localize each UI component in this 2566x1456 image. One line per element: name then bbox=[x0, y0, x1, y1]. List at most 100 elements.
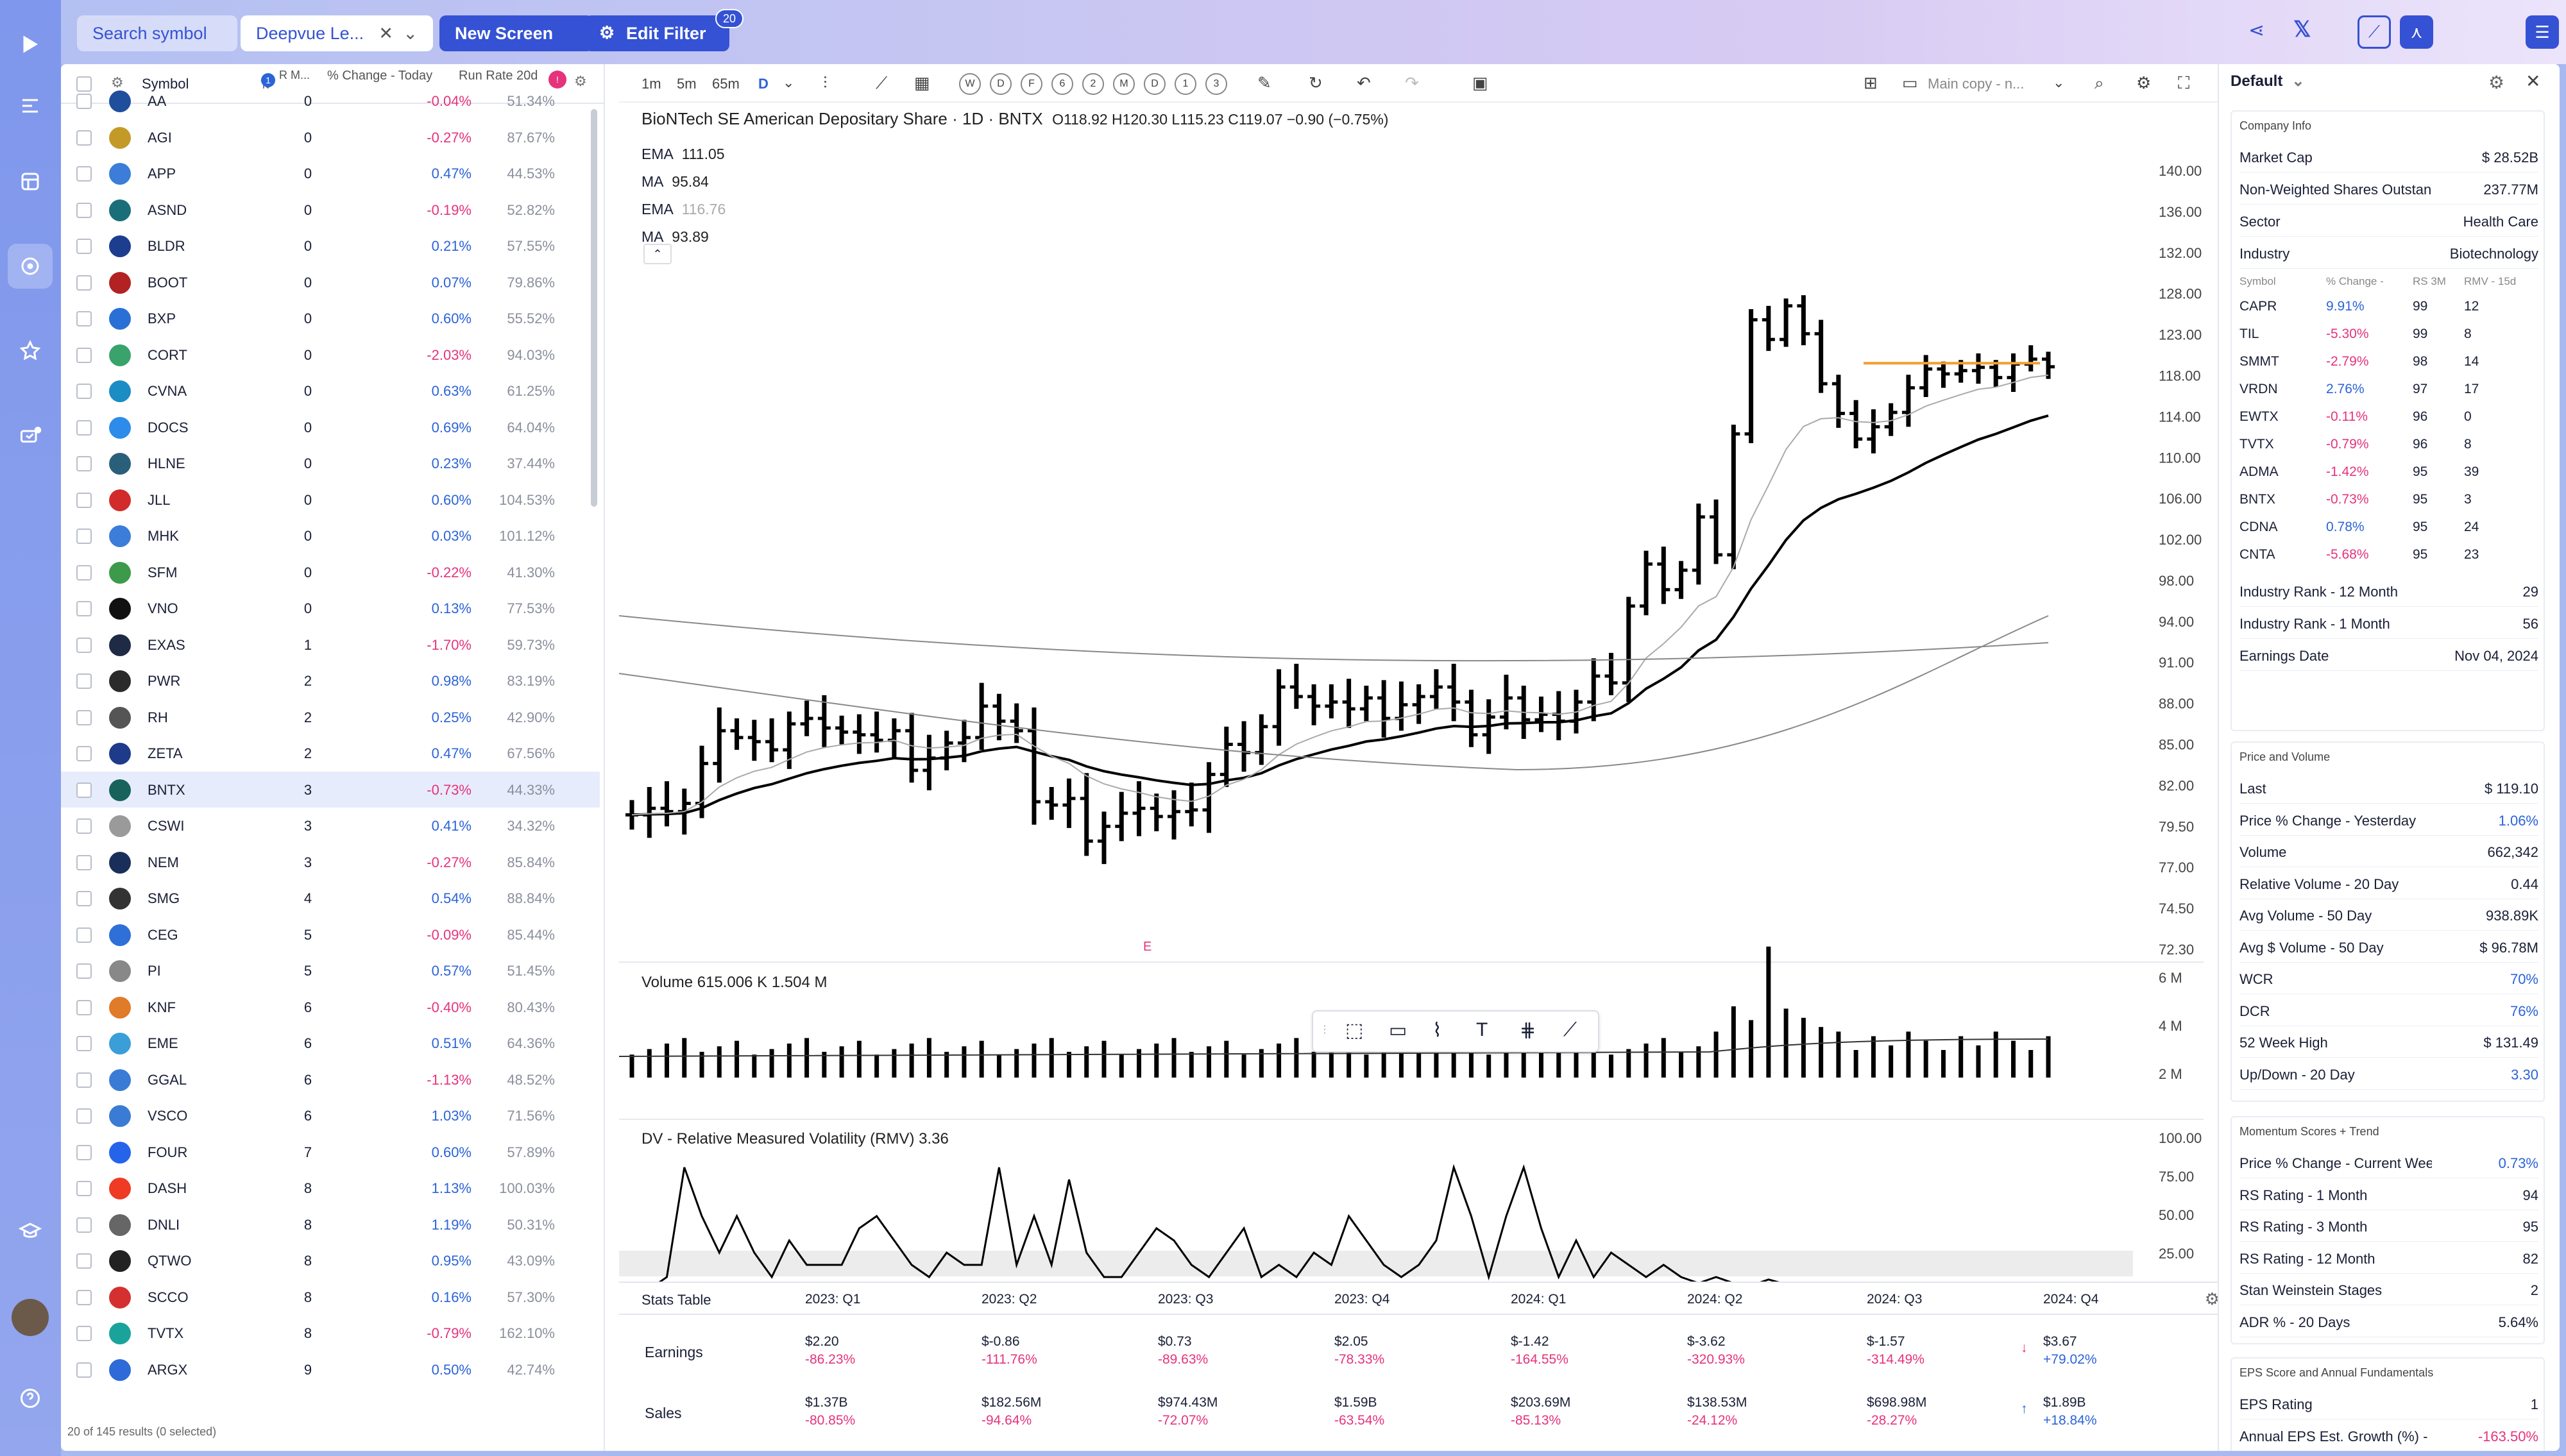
screen-selector[interactable]: Deepvue Le... ✕ ⌄ bbox=[241, 15, 433, 51]
callout-tool-icon[interactable]: ▭ bbox=[1389, 1020, 1407, 1041]
watchlist-row[interactable]: ASND 0 -0.19% 52.82% bbox=[61, 192, 600, 228]
row-symbol[interactable]: VSCO bbox=[148, 1108, 188, 1124]
share-icon[interactable]: ⋖ bbox=[2248, 20, 2265, 41]
watchlist-row[interactable]: VSCO 6 1.03% 71.56% bbox=[61, 1097, 600, 1134]
watchlist-row[interactable]: AA 0 -0.04% 51.34% bbox=[61, 83, 600, 119]
period-button[interactable]: F bbox=[1021, 73, 1042, 95]
watchlist-row[interactable]: BNTX 3 -0.73% 44.33% bbox=[61, 771, 600, 808]
row-symbol[interactable]: DOCS bbox=[148, 419, 189, 436]
row-checkbox[interactable] bbox=[76, 1253, 92, 1269]
kv-row[interactable]: Non-Weighted Shares Outstan... 237.77M bbox=[2239, 173, 2538, 205]
row-checkbox[interactable] bbox=[76, 673, 92, 689]
row-symbol[interactable]: BLDR bbox=[148, 238, 185, 254]
row-symbol[interactable]: PWR bbox=[148, 673, 181, 689]
row-symbol[interactable]: SFM bbox=[148, 564, 178, 580]
kv-row[interactable]: Relative Volume - 20 Day 0.44 bbox=[2239, 867, 2538, 899]
period-button[interactable]: M bbox=[1113, 73, 1135, 95]
symbol-header[interactable]: Symbol bbox=[142, 76, 189, 92]
chart-view-icon[interactable]: ⟋ bbox=[2358, 15, 2391, 49]
kv-row[interactable]: Earnings Date Nov 04, 2024 bbox=[2239, 639, 2538, 671]
row-symbol[interactable]: EME bbox=[148, 1035, 178, 1051]
layout-grid-icon[interactable]: ⊞ bbox=[1864, 73, 1878, 92]
row-checkbox[interactable] bbox=[76, 419, 92, 436]
row-symbol[interactable]: BNTX bbox=[148, 781, 185, 798]
templates-icon[interactable]: ▦ bbox=[914, 73, 930, 92]
watchlist-row[interactable]: MHK 0 0.03% 101.12% bbox=[61, 518, 600, 554]
industry-row[interactable]: TIL -5.30% 99 8 bbox=[2239, 320, 2538, 348]
graduation-icon[interactable] bbox=[14, 1215, 46, 1248]
row-checkbox[interactable] bbox=[76, 311, 92, 326]
watchlist-row[interactable]: NEM 3 -0.27% 85.84% bbox=[61, 844, 600, 881]
kv-row[interactable]: Market Cap $ 28.52B bbox=[2239, 140, 2538, 173]
row-checkbox[interactable] bbox=[76, 166, 92, 182]
menu-icon[interactable] bbox=[14, 90, 46, 122]
row-checkbox[interactable] bbox=[76, 1217, 92, 1233]
row-checkbox[interactable] bbox=[76, 1144, 92, 1160]
row-checkbox[interactable] bbox=[76, 818, 92, 834]
watchlist-row[interactable]: EME 6 0.51% 64.36% bbox=[61, 1025, 600, 1062]
text-tool-icon[interactable]: T bbox=[1476, 1019, 1488, 1040]
row-checkbox[interactable] bbox=[76, 927, 92, 943]
kv-row[interactable]: Avg $ Volume - 50 Day $ 96.78M bbox=[2239, 931, 2538, 963]
row-symbol[interactable]: MHK bbox=[148, 528, 179, 544]
row-checkbox[interactable] bbox=[76, 202, 92, 218]
watchlist-row[interactable]: CVNA 0 0.63% 61.25% bbox=[61, 373, 600, 409]
interval-d[interactable]: D bbox=[758, 76, 769, 92]
refresh-icon[interactable]: ↻ bbox=[1309, 73, 1323, 92]
industry-row[interactable]: ADMA -1.42% 95 39 bbox=[2239, 458, 2538, 486]
period-button[interactable]: D bbox=[990, 73, 1012, 95]
indicator-legend-item[interactable]: MA 95.84 bbox=[642, 173, 709, 190]
watchlist-row[interactable]: PWR 2 0.98% 83.19% bbox=[61, 663, 600, 699]
select-all-checkbox[interactable] bbox=[76, 76, 92, 92]
row-symbol[interactable]: HLNE bbox=[148, 455, 185, 471]
stats-settings-icon[interactable]: ⚙ bbox=[2204, 1289, 2220, 1308]
price-chart-svg[interactable]: 140.00 136.00 132.00 128.00 123.00 118.00 114.… bbox=[619, 103, 2229, 1283]
kv-row[interactable]: Avg Volume - 50 Day 938.89K bbox=[2239, 899, 2538, 931]
row-symbol[interactable]: CEG bbox=[148, 926, 178, 943]
column-settings-icon[interactable]: ⚙ bbox=[574, 73, 587, 89]
redo-icon[interactable]: ↷ bbox=[1405, 73, 1419, 92]
period-button[interactable]: D bbox=[1144, 73, 1166, 95]
watchlist-row[interactable]: CEG 5 -0.09% 85.44% bbox=[61, 917, 600, 953]
rectangle-tool-icon[interactable]: ⬚ bbox=[1345, 1020, 1364, 1041]
indicators-icon[interactable]: ⟋ bbox=[876, 73, 888, 92]
row-checkbox[interactable] bbox=[76, 891, 92, 906]
row-symbol[interactable]: APP bbox=[148, 165, 176, 182]
row-symbol[interactable]: BOOT bbox=[148, 274, 188, 291]
new-screen-button[interactable]: New Screen bbox=[439, 15, 593, 51]
watchlist-row[interactable]: SFM 0 -0.22% 41.30% bbox=[61, 554, 600, 591]
period-button[interactable]: 2 bbox=[1082, 73, 1104, 95]
watchlist-row[interactable]: EXAS 1 -1.70% 59.73% bbox=[61, 627, 600, 663]
list-view-icon[interactable]: ☰ bbox=[2526, 15, 2559, 49]
kv-row[interactable]: Industry Rank - 1 Month 56 bbox=[2239, 607, 2538, 639]
watchlist-row[interactable]: CSWI 3 0.41% 34.32% bbox=[61, 808, 600, 844]
star-icon[interactable] bbox=[14, 335, 46, 367]
row-symbol[interactable]: BXP bbox=[148, 310, 176, 326]
kv-row[interactable]: 52 Week High $ 131.49 bbox=[2239, 1026, 2538, 1058]
row-symbol[interactable]: JLL bbox=[148, 491, 171, 508]
help-icon[interactable] bbox=[14, 1382, 46, 1414]
row-checkbox[interactable] bbox=[76, 601, 92, 616]
layout-icon[interactable] bbox=[14, 165, 46, 198]
kv-row[interactable]: Sector Health Care bbox=[2239, 205, 2538, 237]
watchlist-row[interactable]: QTWO 8 0.95% 43.09% bbox=[61, 1242, 600, 1279]
split-view-icon[interactable]: ⋏ bbox=[2400, 15, 2433, 49]
kv-row[interactable]: RS Rating - 3 Month 95 bbox=[2239, 1210, 2538, 1242]
watchlist-row[interactable]: HLNE 0 0.23% 37.44% bbox=[61, 445, 600, 482]
line-tool-icon[interactable]: ⟋ bbox=[1563, 1019, 1577, 1040]
row-symbol[interactable]: RH bbox=[148, 709, 168, 725]
row-symbol[interactable]: SCCO bbox=[148, 1289, 189, 1305]
row-symbol[interactable]: CORT bbox=[148, 346, 187, 363]
brush-tool-icon[interactable]: ⌇ bbox=[1432, 1020, 1442, 1041]
interval-5m[interactable]: 5m bbox=[677, 76, 697, 92]
row-checkbox[interactable] bbox=[76, 456, 92, 471]
kv-row[interactable]: Stan Weinstein Stages 2 bbox=[2239, 1273, 2538, 1305]
watchlist-row[interactable]: RH 2 0.25% 42.90% bbox=[61, 699, 600, 736]
industry-row[interactable]: CDNA 0.78% 95 24 bbox=[2239, 513, 2538, 541]
row-checkbox[interactable] bbox=[76, 130, 92, 146]
kv-row[interactable]: Industry Biotechnology bbox=[2239, 237, 2538, 269]
calendar-icon[interactable]: ▣ bbox=[1472, 73, 1488, 92]
industry-row[interactable]: CNTA -5.68% 95 23 bbox=[2239, 541, 2538, 568]
folder-icon[interactable]: ▭ bbox=[1902, 73, 1918, 92]
row-symbol[interactable]: GGAL bbox=[148, 1071, 187, 1088]
